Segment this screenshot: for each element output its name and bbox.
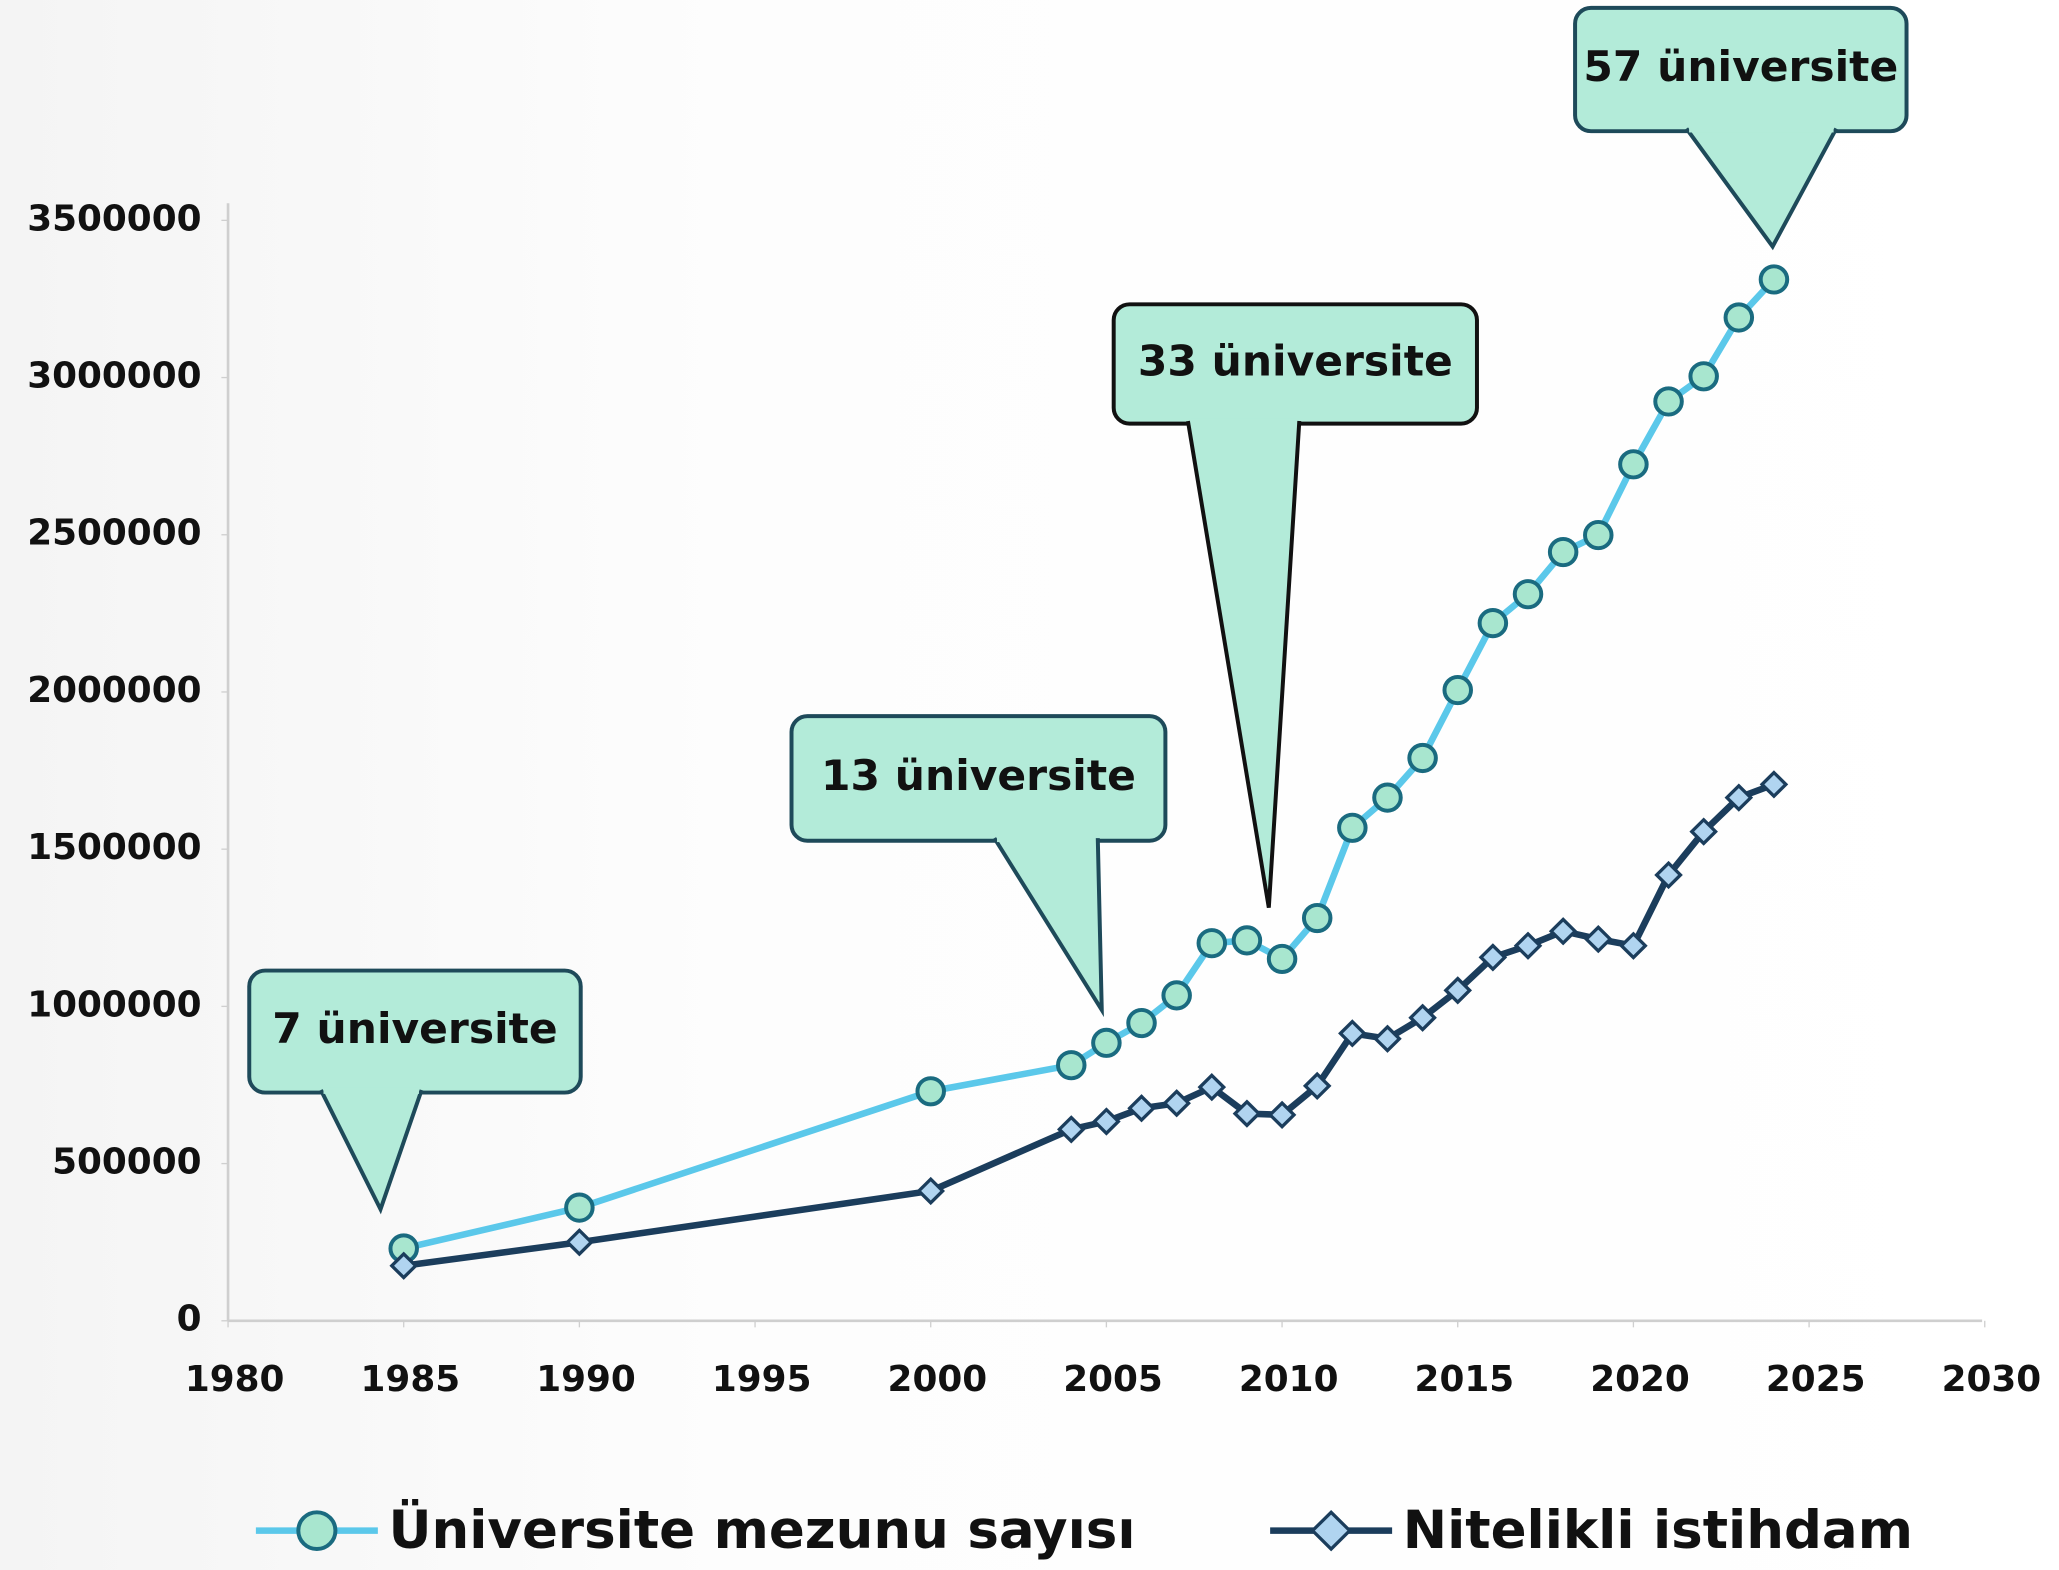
marker — [1512, 579, 1544, 610]
marker — [1654, 860, 1683, 890]
marker — [1407, 742, 1438, 774]
x-tick-label: 2020 — [1590, 1359, 1690, 1400]
marker — [1759, 770, 1789, 799]
marker — [1653, 386, 1684, 417]
x-tick-label: 1995 — [712, 1359, 812, 1400]
y-tick-label: 1500000 — [27, 827, 201, 868]
callout-box — [789, 714, 1168, 843]
marker — [1056, 1050, 1087, 1081]
legend-label: Üniversite mezunu sayısı — [388, 1498, 1135, 1561]
marker — [1056, 1115, 1086, 1144]
marker — [1337, 812, 1368, 843]
marker — [1091, 1027, 1122, 1058]
marker — [1408, 1003, 1437, 1032]
marker — [1372, 782, 1403, 813]
callout-pointer — [1185, 420, 1302, 908]
marker — [1619, 931, 1648, 960]
marker — [1513, 931, 1543, 960]
y-tick-label: 0 — [177, 1299, 202, 1340]
y-tick-label: 1000000 — [27, 985, 201, 1026]
marker — [1478, 943, 1508, 972]
marker — [1162, 1089, 1191, 1118]
callout-text: 13 üniversite — [821, 751, 1136, 800]
x-tick-label: 2010 — [1239, 1359, 1339, 1400]
x-tick-label: 1985 — [361, 1359, 461, 1400]
callout-seam — [1190, 418, 1297, 425]
callout-pointer — [1684, 127, 1839, 251]
marker — [1724, 783, 1754, 812]
callout-text: 7 üniversite — [272, 1004, 557, 1053]
y-tick-label: 3000000 — [27, 356, 201, 397]
marker — [1442, 674, 1473, 706]
y-tick-label: 2000000 — [27, 670, 201, 711]
x-tick-label: 2000 — [888, 1359, 988, 1400]
callout-pointer — [992, 837, 1104, 1018]
marker — [564, 1192, 595, 1223]
marker — [1723, 302, 1755, 333]
marker — [1267, 1100, 1297, 1129]
legend-label: Nitelikli istihdam — [1403, 1500, 1913, 1561]
legend-marker — [296, 1510, 338, 1551]
x-tick-label: 2025 — [1766, 1359, 1866, 1400]
marker — [1688, 361, 1719, 392]
marker — [916, 1176, 946, 1206]
callout-text: 33 üniversite — [1138, 337, 1453, 386]
marker — [1547, 536, 1579, 568]
callout-seam — [997, 835, 1096, 843]
y-tick-label: 3500000 — [27, 198, 201, 239]
marker — [1232, 1099, 1262, 1128]
marker — [1548, 917, 1578, 946]
marker — [1197, 1073, 1227, 1102]
marker — [1443, 976, 1473, 1005]
callout-pointer — [319, 1089, 424, 1215]
x-tick-label: 2005 — [1063, 1359, 1163, 1400]
marker — [1689, 817, 1718, 846]
marker — [389, 1251, 418, 1280]
x-tick-label: 2015 — [1415, 1359, 1515, 1400]
legend-marker — [1310, 1509, 1353, 1552]
marker — [1301, 902, 1333, 934]
marker — [1758, 264, 1790, 295]
marker — [1126, 1007, 1157, 1039]
marker — [1196, 928, 1228, 959]
marker — [1302, 1071, 1332, 1101]
callout-text: 57 üniversite — [1583, 42, 1898, 91]
marker — [1127, 1094, 1156, 1123]
marker — [1092, 1107, 1121, 1136]
marker — [1583, 519, 1614, 551]
marker — [1618, 449, 1649, 480]
x-tick-label: 1990 — [536, 1359, 636, 1400]
x-tick-label: 2030 — [1942, 1359, 2042, 1400]
marker — [1231, 925, 1263, 956]
callout-seam — [1689, 125, 1834, 133]
marker — [1266, 943, 1298, 974]
marker — [1373, 1024, 1402, 1053]
marker — [1161, 980, 1192, 1011]
marker — [565, 1228, 594, 1257]
y-tick-label: 2500000 — [27, 513, 201, 554]
marker — [915, 1076, 946, 1107]
x-tick-label: 1980 — [185, 1359, 285, 1400]
callout-seam — [323, 1087, 419, 1094]
marker — [1477, 608, 1509, 639]
marker — [1584, 924, 1613, 954]
marker — [1338, 1019, 1367, 1048]
y-tick-label: 500000 — [52, 1142, 201, 1183]
